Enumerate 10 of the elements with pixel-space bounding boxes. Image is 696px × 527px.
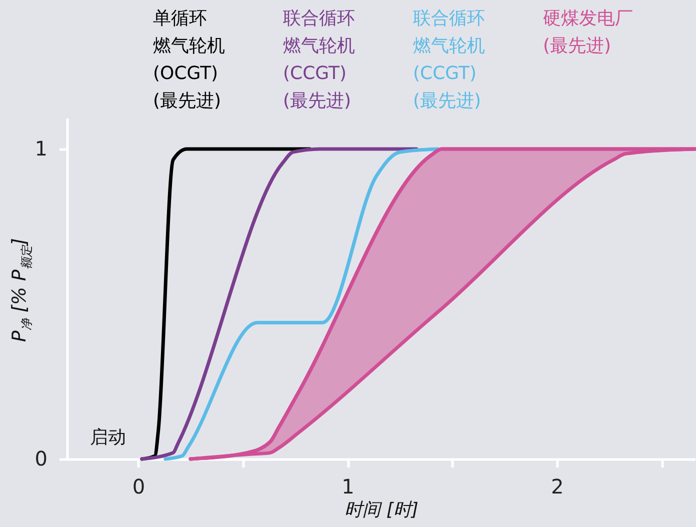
line-series: [140, 147, 312, 461]
x-tick-label: 1: [342, 474, 354, 498]
x-tick-label: 0: [132, 474, 146, 498]
text: 单循环燃气轮机 (OCGT) (最先进): [153, 8, 225, 112]
text: 联合循环燃气轮机 (CCGT) (最先进): [283, 8, 355, 112]
annotation: 启动: [90, 427, 126, 448]
x-axis-title: 时间 [时]: [344, 500, 418, 520]
text: 硬煤发电厂 (最先进): [543, 8, 633, 56]
x-tick-label: 2: [550, 474, 564, 498]
text: 联合循环燃气轮机 (CCGT) (最先进): [413, 8, 485, 112]
